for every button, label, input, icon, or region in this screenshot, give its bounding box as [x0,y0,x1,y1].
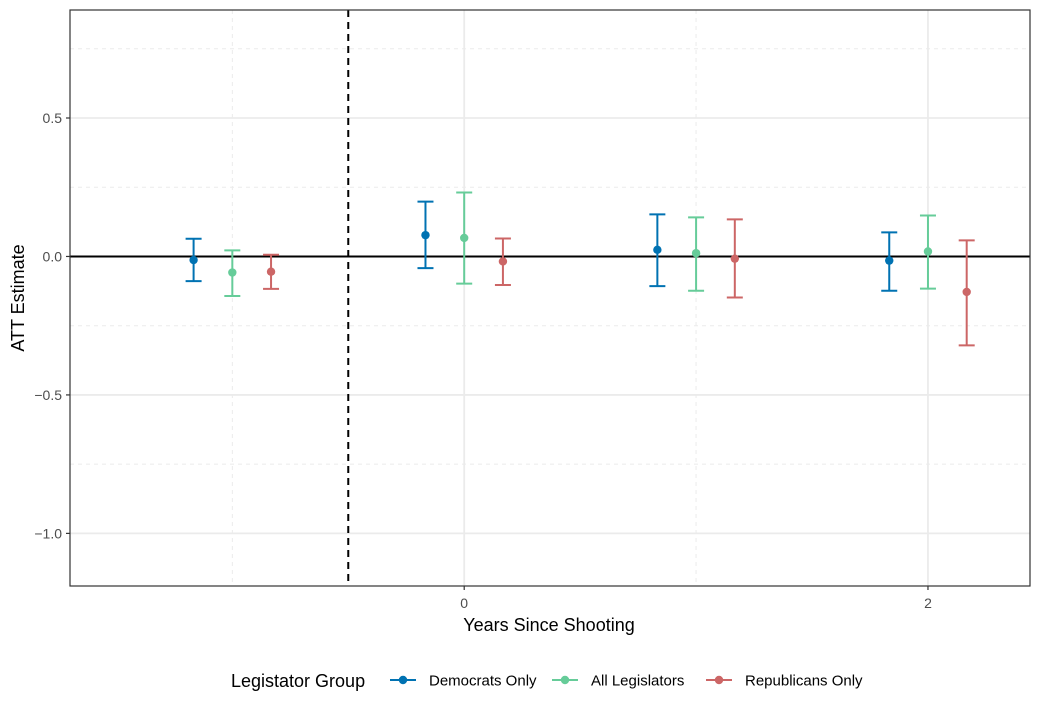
legend-title: Legistator Group [231,671,365,691]
series-republicans-only [263,218,975,347]
point-estimate [460,233,469,243]
legend-label: Democrats Only [429,673,537,690]
point-estimate [962,287,971,297]
legend-key-point [398,675,408,685]
series-democrats-only [185,200,898,292]
y-tick-label: −1.0 [34,525,62,541]
reference-lines [70,10,1030,586]
point-estimate [730,254,740,263]
minor-gridlines [70,10,1030,586]
point-estimate [421,230,430,240]
legend-label: Republicans Only [745,673,863,690]
point-estimate [691,248,701,258]
legend-key-point [560,675,570,685]
x-tick-label: 2 [924,595,932,611]
legend: Legistator Group Democrats Only All Legis… [231,671,863,691]
point-estimate [228,268,237,277]
y-tick-label: −0.5 [34,387,62,403]
point-estimate [189,255,198,265]
point-estimate [923,247,933,256]
x-axis-title: Years Since Shooting [463,615,634,635]
y-axis-ticks: 0.5 0.0 −0.5 −1.0 [34,110,70,541]
point-estimate [498,257,508,266]
legend-item: Democrats Only [390,673,537,690]
point-estimate [885,256,894,265]
series-all-legislators [224,191,936,298]
series-marks [185,191,975,347]
y-axis-title: ATT Estimate [8,244,28,351]
legend-key-point [714,675,724,685]
legend-label: All Legislators [591,673,684,690]
legend-item: All Legislators [552,673,684,690]
panel-border [69,9,1031,587]
point-estimate [266,267,276,276]
x-tick-label: 0 [460,595,468,611]
y-tick-label: 0.5 [43,110,63,126]
y-tick-label: 0.0 [43,248,63,264]
legend-item: Republicans Only [706,673,863,690]
point-estimate [653,245,662,255]
